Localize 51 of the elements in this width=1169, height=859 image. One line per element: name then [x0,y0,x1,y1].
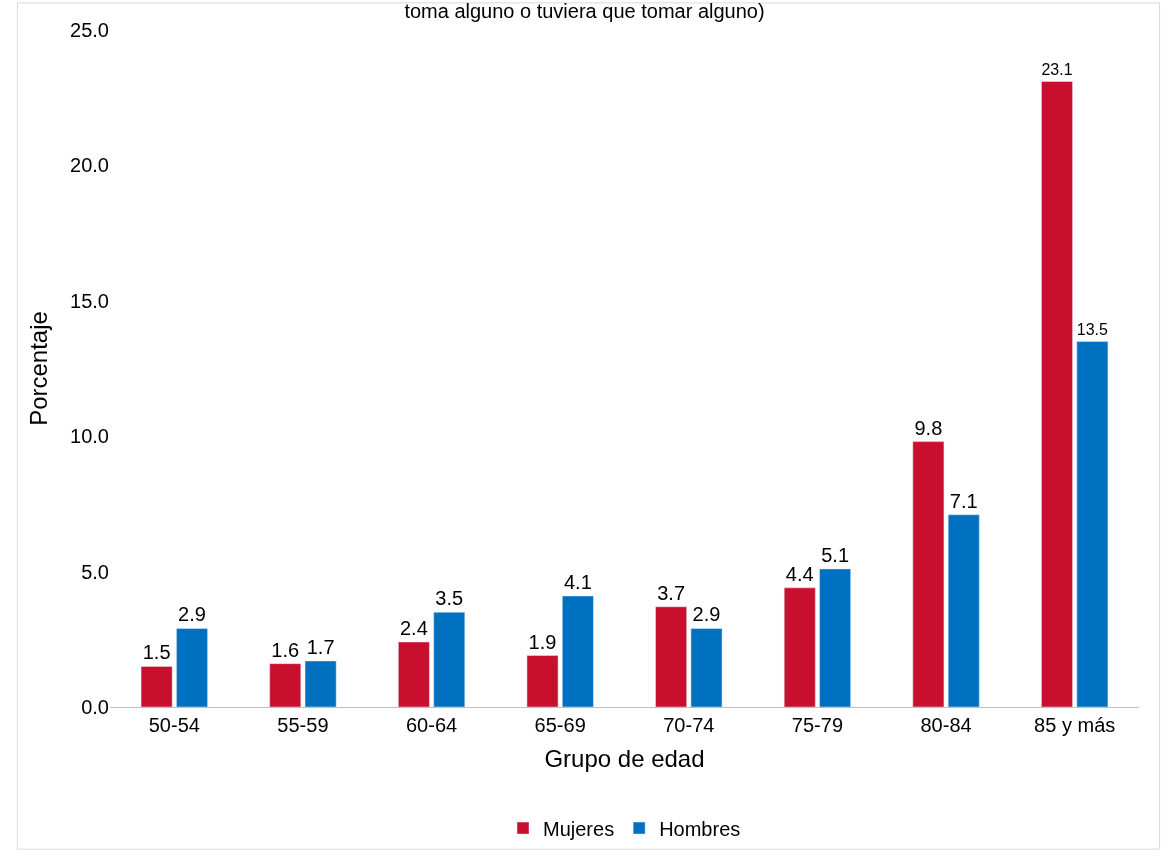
bar [140,666,173,707]
data-label: 1.9 [528,630,557,653]
data-label: 2.4 [399,617,428,640]
bar [433,611,466,707]
legend-label: Hombres [659,817,741,840]
data-label: 5.1 [821,543,850,566]
bar [398,641,430,707]
bar [562,595,594,707]
x-tick-label: 50-54 [148,714,200,736]
bar [947,514,980,707]
x-tick-label: 70-74 [663,714,715,736]
y-tick-label: 5.0 [81,560,109,583]
bar [304,660,337,707]
legend-label: Mujeres [543,817,615,840]
data-label: 1.7 [306,635,335,658]
bar [269,663,302,707]
data-label: 3.7 [657,581,686,604]
x-tick-label: 85 y más [1034,714,1116,736]
chart-title: toma alguno o tuviera que tomar alguno) [404,0,765,23]
x-tick-label: 60-64 [405,714,458,736]
x-tick-label: 55-59 [277,714,329,736]
y-tick-label: 20.0 [70,154,109,177]
bar [655,606,687,707]
data-label: 2.9 [178,603,206,626]
bar [176,628,208,707]
x-tick-label: 80-84 [920,714,972,736]
data-label: 23.1 [1041,61,1073,79]
bar [1076,341,1109,707]
bar [690,628,723,707]
bar [912,441,945,707]
y-tick-label: 0.0 [81,696,109,718]
data-label: 2.9 [692,603,721,626]
x-tick-label: 65-69 [534,714,586,736]
data-label: 1.5 [142,641,171,664]
bar [1041,81,1073,707]
x-axis-title: Grupo de edad [544,745,705,773]
y-tick-label: 25.0 [70,19,109,41]
y-tick-label: 10.0 [70,425,109,448]
data-label: 1.6 [271,638,300,661]
data-label: 7.1 [949,489,978,512]
data-label: 4.1 [563,570,592,593]
data-label: 3.5 [435,587,464,610]
y-tick-label: 15.0 [70,289,109,312]
data-label: 9.8 [914,416,943,439]
bar [819,568,851,707]
bar [783,587,816,707]
bar [526,655,559,707]
x-tick-label: 75-79 [791,714,844,736]
y-axis-title: Porcentaje [25,311,53,426]
data-label: 13.5 [1076,321,1109,339]
data-label: 4.4 [785,562,814,585]
